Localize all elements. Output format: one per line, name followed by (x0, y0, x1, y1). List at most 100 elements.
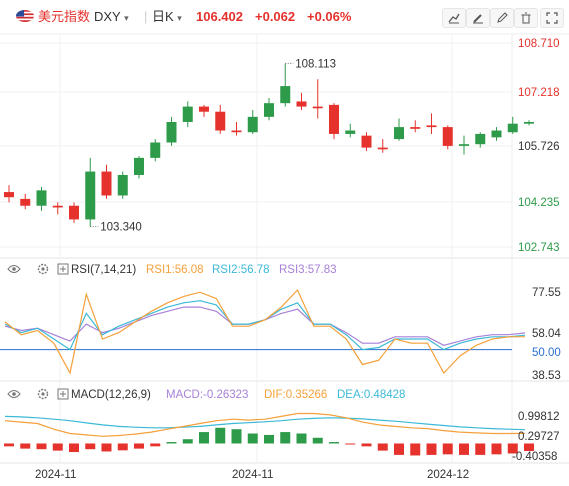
rsi-tick: 77.55 (532, 287, 561, 299)
header-divider: | (144, 9, 148, 24)
macd-bar (231, 429, 242, 444)
candle (20, 193, 31, 210)
fullscreen-button[interactable] (540, 8, 564, 28)
candle (182, 101, 193, 128)
grid-lines (0, 34, 512, 463)
pencil-button[interactable] (490, 8, 514, 28)
price-tick: 105.726 (518, 141, 560, 153)
eye-icon[interactable] (7, 390, 21, 398)
candle (264, 98, 274, 121)
macd-bar (377, 443, 388, 451)
candle (491, 127, 502, 141)
macd-bar (459, 443, 469, 455)
candle-body (394, 127, 404, 140)
candle (117, 171, 128, 199)
settings-icon[interactable] (37, 263, 49, 275)
rsi1-value: RSI1:56.08 (146, 264, 204, 276)
macd-bar (117, 443, 128, 451)
high-marker: 108.113 (285, 58, 336, 70)
fullscreen-icon (546, 12, 558, 24)
dif-value: DIF:0.35266 (264, 389, 327, 401)
candle-body (20, 198, 31, 206)
macd-bar (329, 442, 339, 444)
chart-header: 美元指数 DXY ▾ | 日K ▾ 106.402 +0.062 +0.06% (0, 0, 569, 34)
time-tick: 2024-11 (232, 469, 273, 481)
candle-body (280, 86, 291, 104)
delete-button[interactable] (514, 8, 538, 28)
candle (231, 121, 242, 136)
candle (345, 123, 356, 138)
time-axis: 2024-11 2024-11 2024-12 (35, 469, 469, 481)
candle (296, 92, 307, 111)
eye-icon[interactable] (7, 265, 21, 273)
macd-bar (36, 443, 47, 450)
rsi-axis: 77.55 58.04 50.00 38.53 (532, 287, 561, 382)
rsi3-value: RSI3:57.83 (279, 264, 337, 276)
macd-bar (85, 443, 96, 450)
candle-body (459, 144, 469, 146)
expand-icon[interactable] (57, 388, 69, 400)
macd-bar (426, 443, 437, 455)
macd-bar (296, 433, 307, 444)
candle-body (475, 133, 486, 145)
rsi-tick: 58.04 (532, 328, 561, 340)
candle (4, 185, 14, 203)
candle-body (410, 127, 421, 129)
candle-body (69, 205, 79, 220)
candle (524, 120, 534, 126)
candle (52, 202, 63, 215)
current-price: 106.402 (196, 9, 243, 24)
macd-bar (199, 432, 209, 444)
macd-axis: 0.99812 0.29727 -0.40358 (512, 411, 560, 463)
dea-line (4, 415, 526, 431)
candle (377, 139, 388, 153)
candle-body (85, 171, 96, 220)
macd-tick: 0.99812 (518, 411, 560, 423)
candle-body (524, 121, 534, 124)
brush-button[interactable] (466, 8, 490, 28)
candle (459, 135, 469, 155)
draw-line-icon (448, 13, 460, 24)
macd-bar (20, 443, 31, 449)
candle-body (166, 121, 177, 143)
macd-bar (410, 443, 421, 456)
macd-bar (215, 427, 226, 444)
candle (361, 132, 372, 152)
price-change-percent: +0.06% (307, 9, 352, 24)
rsi-title: RSI(7,14,21) (71, 264, 136, 276)
expand-icon[interactable] (57, 263, 69, 275)
period-select[interactable]: 日K ▾ (152, 9, 182, 26)
price-tick: 104.235 (518, 197, 560, 209)
macd-bar (524, 443, 534, 451)
candle-body (182, 106, 193, 122)
time-tick: 2024-12 (427, 469, 469, 481)
price-change: +0.062 (255, 9, 296, 24)
candle-body (215, 111, 226, 131)
candle-body (329, 104, 339, 134)
candle (329, 103, 339, 140)
candle (247, 110, 258, 134)
macd-histogram (4, 427, 534, 456)
macd-tick: -0.40358 (512, 451, 557, 463)
rsi-tick: 50.00 (532, 347, 561, 359)
candle-body (442, 127, 453, 146)
macd-bar (475, 443, 486, 455)
instrument-code-select[interactable]: DXY ▾ (94, 9, 129, 26)
candle (150, 139, 161, 162)
candle (410, 120, 421, 133)
candlestick-series (4, 63, 534, 227)
chevron-down-icon: ▾ (177, 13, 182, 23)
macd-bar (394, 443, 404, 455)
candle-body (296, 101, 307, 107)
candle-body (117, 174, 128, 196)
settings-icon[interactable] (37, 388, 49, 400)
draw-line-button[interactable] (442, 8, 466, 28)
candle-body (4, 192, 14, 198)
candle (85, 157, 96, 227)
candle-body (231, 130, 242, 133)
instrument-name: 美元指数 (38, 9, 91, 24)
candle-body (264, 103, 274, 117)
candle-body (150, 142, 161, 158)
candle-body (247, 116, 258, 133)
